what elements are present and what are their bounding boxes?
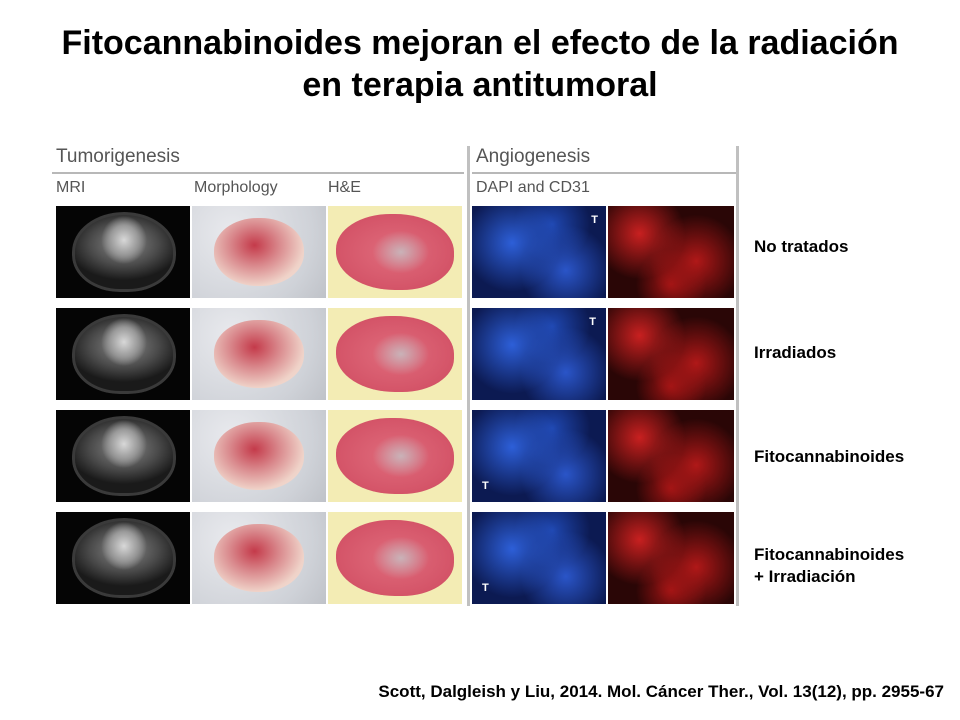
section-rule-right [472, 172, 736, 174]
row-label-4: Fitocannabinoides + Irradiación [754, 544, 904, 588]
cd31-image-row-1 [608, 206, 734, 298]
column-dapi-cd31-heading: DAPI and CD31 [476, 179, 590, 196]
mri-image-row-4 [56, 512, 190, 604]
title-line-2: en terapia antitumoral [302, 66, 658, 104]
tumor-marker: T [482, 480, 489, 492]
section-rule-left [52, 172, 464, 174]
row-label-4-line-1: Fitocannabinoides [754, 545, 905, 564]
section-divider [467, 146, 470, 606]
dapi-image-row-2: T [472, 308, 606, 400]
row-label-2: Irradiados [754, 342, 836, 364]
tumor-marker: T [589, 316, 596, 328]
mri-image-row-2 [56, 308, 190, 400]
citation: Scott, Dalgleish y Liu, 2014. Mol. Cánce… [378, 682, 944, 701]
he-image-row-1 [328, 206, 462, 298]
row-label-3-line-1: Fitocannabinoides [754, 447, 905, 466]
section-angiogenesis-heading: Angiogenesis [476, 146, 591, 167]
cd31-image-row-3 [608, 410, 734, 502]
morphology-image-row-1 [192, 206, 326, 298]
row-label-2-line-1: Irradiados [754, 343, 837, 362]
morphology-image-row-3 [192, 410, 326, 502]
row-label-3: Fitocannabinoides [754, 446, 904, 468]
title-line-1: Fitocannabinoides mejoran el efecto de l… [61, 24, 899, 62]
row-label-4-line-2: + Irradiación [754, 567, 856, 586]
tumor-marker: T [591, 214, 598, 226]
column-mri-heading: MRI [56, 179, 86, 196]
slide-title: Fitocannabinoides mejoran el efecto de l… [0, 22, 960, 106]
column-morphology-heading: Morphology [194, 179, 278, 196]
dapi-image-row-1: T [472, 206, 606, 298]
morphology-image-row-4 [192, 512, 326, 604]
tumor-marker: T [482, 582, 489, 594]
row-label-1: No tratados [754, 236, 848, 258]
he-image-row-3 [328, 410, 462, 502]
he-image-row-2 [328, 308, 462, 400]
cd31-image-row-4 [608, 512, 734, 604]
he-image-row-4 [328, 512, 462, 604]
row-label-1-line-1: No tratados [754, 237, 849, 256]
cd31-image-row-2 [608, 308, 734, 400]
dapi-image-row-4: T [472, 512, 606, 604]
column-he-heading: H&E [328, 179, 361, 196]
figure-panel: Tumorigenesis Angiogenesis MRI Morpholog… [52, 146, 744, 606]
morphology-image-row-2 [192, 308, 326, 400]
mri-image-row-1 [56, 206, 190, 298]
dapi-image-row-3: T [472, 410, 606, 502]
mri-image-row-3 [56, 410, 190, 502]
figure-right-border [736, 146, 739, 606]
section-tumorigenesis-heading: Tumorigenesis [56, 146, 180, 167]
